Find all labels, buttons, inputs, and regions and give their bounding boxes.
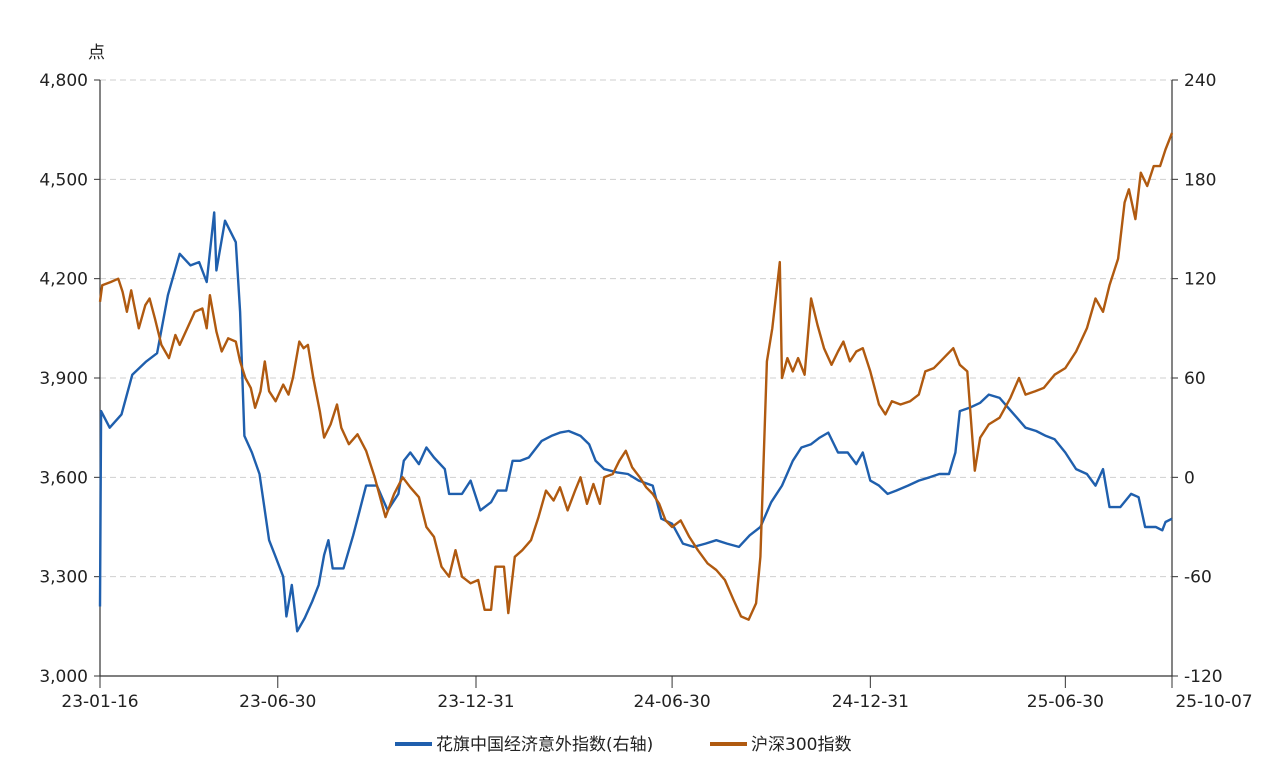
left-axis-tick-label: 3,000 xyxy=(39,667,88,687)
x-axis-tick-label: 24-06-30 xyxy=(634,692,711,712)
right-axis-tick-label: -120 xyxy=(1184,667,1223,687)
legend-label-citi-surprise-index: 花旗中国经济意外指数(右轴) xyxy=(436,735,653,755)
gridlines xyxy=(100,79,1172,578)
left-axis-tick-label: 3,300 xyxy=(39,568,88,588)
x-axis-tick-label: 23-12-31 xyxy=(437,692,514,712)
legend-label-csi300: 沪深300指数 xyxy=(751,735,851,755)
left-axis-tick-label: 4,800 xyxy=(39,71,88,91)
left-axis-tick-label: 4,500 xyxy=(39,170,88,190)
x-axis-tick-label: 25-06-30 xyxy=(1027,692,1104,712)
x-axis-tick-label: 23-06-30 xyxy=(239,692,316,712)
left-axis-tick-label: 3,600 xyxy=(39,468,88,488)
right-axis-tick-label: 180 xyxy=(1184,170,1216,190)
legend: 花旗中国经济意外指数(右轴) 沪深300指数 xyxy=(395,735,851,755)
x-axis-tick-label: 25-10-07 xyxy=(1175,692,1252,712)
right-axis-tick-label: 60 xyxy=(1184,369,1206,389)
right-axis-tick-label: 120 xyxy=(1184,270,1216,290)
right-axis-tick-label: -60 xyxy=(1184,568,1212,588)
series-line-citi-surprise-index xyxy=(98,211,1173,633)
left-axis-tick-label: 4,200 xyxy=(39,270,88,290)
right-axis-tick-label: 240 xyxy=(1184,71,1216,91)
x-axis-tick-label: 23-01-16 xyxy=(61,692,138,712)
x-axis-tick-label: 24-12-31 xyxy=(832,692,909,712)
series-line-csi300 xyxy=(98,132,1174,621)
axes: 3,000 3,300 3,600 3,900 4,200 4,500 4,800 -120 -… xyxy=(39,71,1252,712)
left-axis-unit-label: 点 xyxy=(88,43,105,63)
right-axis-tick-label: 0 xyxy=(1184,468,1195,488)
left-axis-tick-label: 3,900 xyxy=(39,369,88,389)
series-lines xyxy=(98,132,1174,633)
